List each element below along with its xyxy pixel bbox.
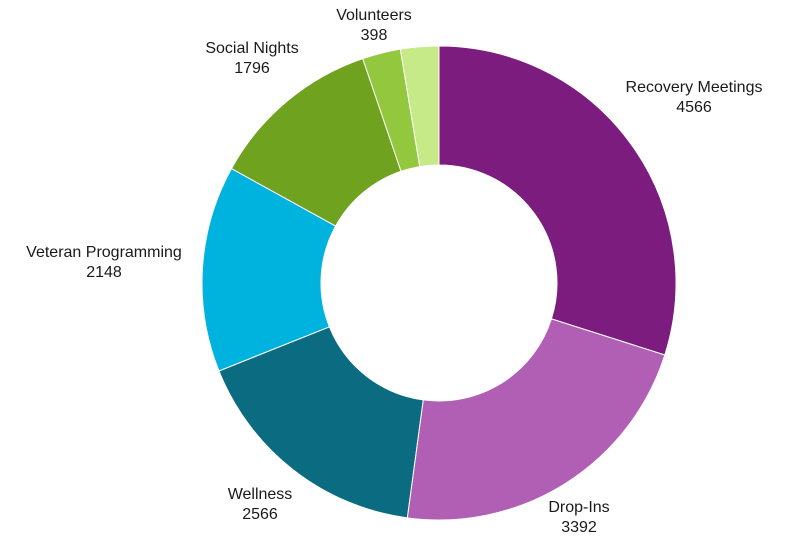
slice-category-label: Volunteers <box>336 7 412 24</box>
slice-value-label: 3392 <box>561 519 597 536</box>
slice-value-label: 1796 <box>234 60 270 77</box>
donut-slice-4 <box>201 167 337 372</box>
slice-category-label: Social Nights <box>205 40 298 57</box>
donut-slice-7 <box>399 45 440 168</box>
slice-category-label: Veteran Programming <box>26 244 182 261</box>
slice-category-label: Drop-Ins <box>548 499 609 516</box>
slice-category-label: Wellness <box>228 486 293 503</box>
slice-value-label: 398 <box>361 27 388 44</box>
slice-category-label: Recovery Meetings <box>626 79 763 96</box>
donut-slice-1 <box>438 45 677 356</box>
slice-value-label: 2566 <box>242 506 278 523</box>
slice-value-label: 4566 <box>676 99 712 116</box>
donut-slice-3 <box>218 326 424 519</box>
slice-value-label: 2148 <box>86 264 122 281</box>
donut-slice-2 <box>406 318 666 521</box>
